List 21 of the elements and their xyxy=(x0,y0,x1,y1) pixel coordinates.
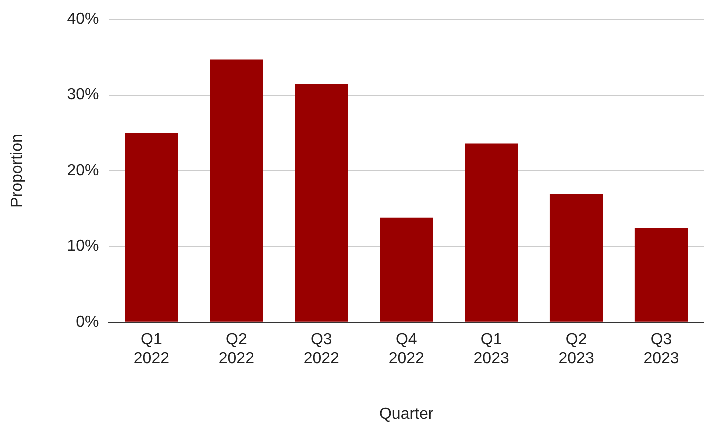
x-tick-label: Q3 2023 xyxy=(644,331,680,368)
x-axis-title: Quarter xyxy=(379,406,434,423)
bar xyxy=(380,218,434,322)
x-tick-label: Q1 2023 xyxy=(474,331,510,368)
bar xyxy=(465,144,518,322)
bar xyxy=(210,60,264,322)
y-axis-title: Proportion xyxy=(9,134,26,208)
y-tick-label: 40% xyxy=(67,11,100,28)
x-tick-label: Q1 2022 xyxy=(134,331,170,368)
x-tick-label: Q4 2022 xyxy=(388,331,425,368)
y-tick-label: 0% xyxy=(76,314,100,331)
x-tick-label: Q3 2022 xyxy=(304,331,340,368)
y-tick-label: 10% xyxy=(67,238,100,256)
x-tick-label: Q2 2022 xyxy=(218,331,255,368)
bar xyxy=(550,194,604,322)
bar xyxy=(125,133,178,322)
bar xyxy=(634,228,688,322)
bar xyxy=(295,84,348,322)
y-tick-label: 30% xyxy=(67,86,100,104)
y-tick-label: 20% xyxy=(67,162,100,180)
x-tick-label: Q2 2023 xyxy=(558,331,594,368)
